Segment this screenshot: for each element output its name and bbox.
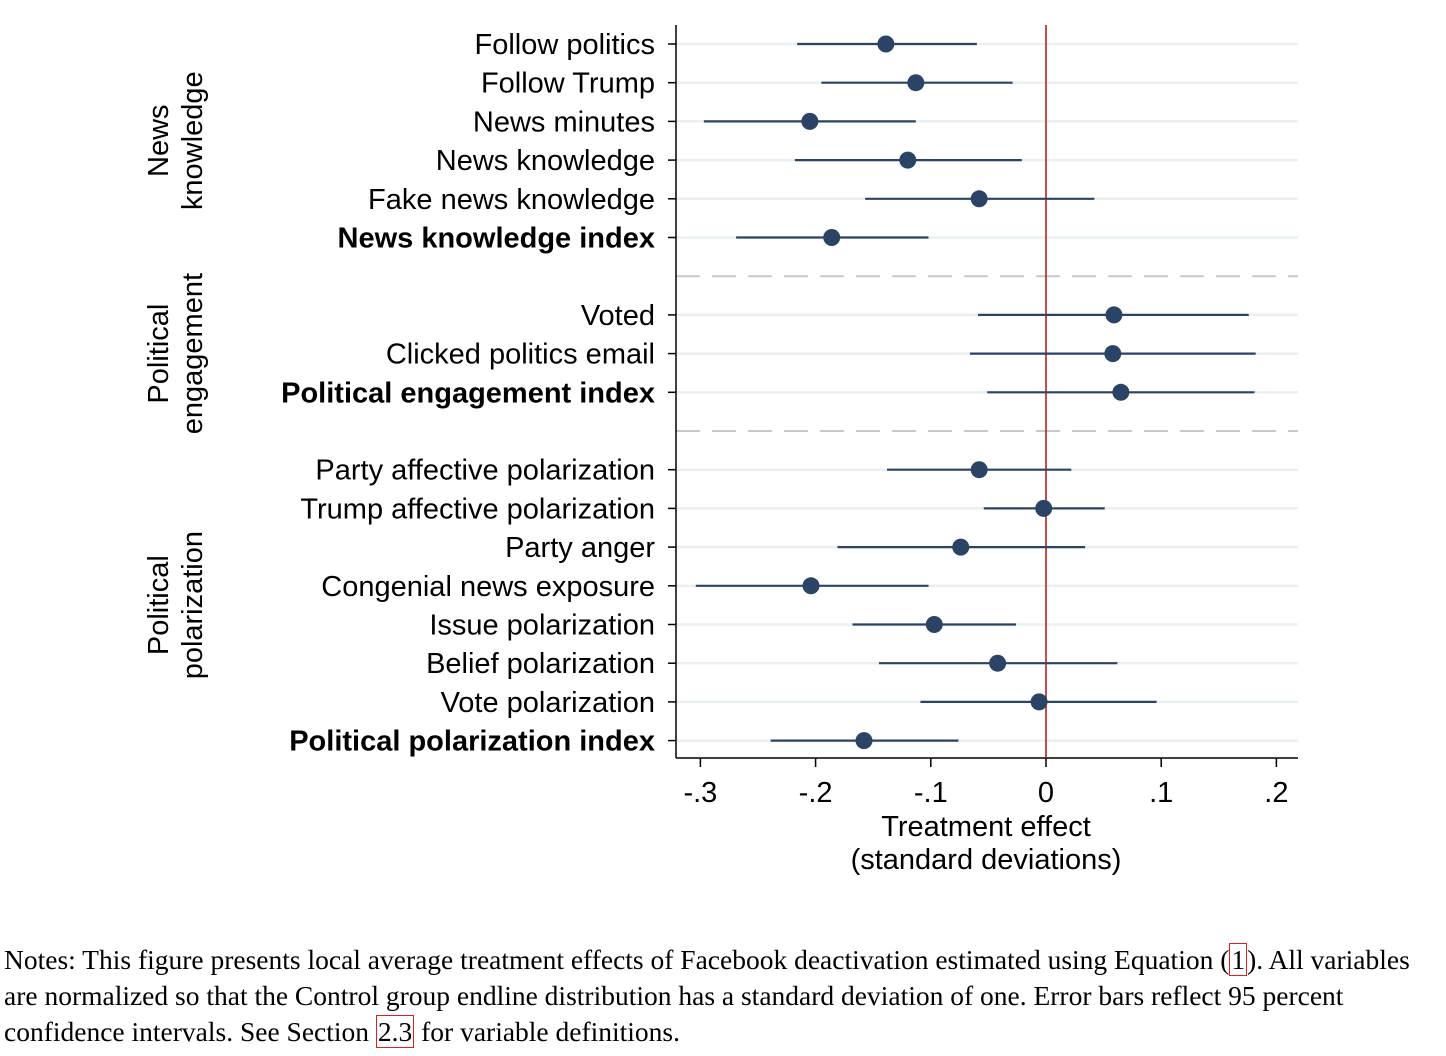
axes	[668, 25, 1298, 759]
row-label: Party anger	[505, 532, 655, 564]
x-axis-title-line: Treatment effect	[881, 811, 1091, 843]
row-label: Belief polarization	[426, 648, 655, 680]
point-estimate	[823, 229, 841, 246]
group-label-line: knowledge	[177, 71, 209, 210]
point-estimate	[877, 35, 895, 53]
x-axis-title: Treatment effect(standard deviations)	[851, 811, 1122, 876]
x-tick-label: -.1	[914, 777, 948, 809]
point-estimate	[855, 732, 873, 750]
notes-text-2: ). All variables are normalized so that …	[4, 944, 1410, 1047]
x-tick-label: .1	[1149, 777, 1173, 809]
point-estimate	[1112, 383, 1130, 401]
row-label: Clicked politics email	[386, 339, 655, 371]
section-reference-link[interactable]: 2.3	[375, 1015, 415, 1048]
x-ticks: -.3 -.2 -.1 0 .1 .2	[683, 758, 1288, 809]
point-estimate	[907, 74, 925, 92]
point-estimate	[1105, 306, 1123, 324]
point-estimate	[1035, 499, 1053, 517]
figure-notes: Notes: This figure presents local averag…	[4, 942, 1440, 1050]
point-estimate	[1104, 345, 1122, 363]
x-tick-label: .2	[1264, 777, 1288, 809]
equation-reference-link[interactable]: 1	[1229, 943, 1248, 976]
row-label: Issue polarization	[429, 610, 655, 642]
row-label: Political polarization index	[289, 726, 655, 758]
x-tick-label: 0	[1038, 777, 1054, 809]
row-label: Political engagement index	[281, 377, 655, 409]
row-label: Fake news knowledge	[368, 184, 655, 216]
point-estimate	[970, 461, 988, 479]
group-label-line: Political	[143, 304, 175, 404]
group-separators	[676, 275, 1298, 432]
row-label: News knowledge	[436, 145, 655, 177]
point-estimate	[989, 654, 1007, 672]
notes-text-3: for variable definitions.	[414, 1016, 681, 1047]
row-label: Follow politics	[475, 29, 656, 61]
group-label: Newsknowledge	[143, 71, 209, 210]
group-label-line: engagement	[177, 273, 209, 434]
x-axis-title-line: (standard deviations)	[851, 844, 1122, 876]
row-labels: Follow politics Follow Trump News minutes N…	[281, 29, 655, 758]
point-estimate	[952, 538, 970, 556]
x-tick-label: -.2	[799, 777, 833, 809]
estimates	[695, 35, 1256, 750]
group-label: Politicalpolarization	[143, 531, 209, 679]
point-estimate	[1030, 693, 1048, 711]
point-estimate	[899, 151, 917, 169]
notes-text-1: Notes: This figure presents local averag…	[4, 944, 1230, 975]
row-label: Party affective polarization	[315, 455, 655, 487]
point-estimate	[802, 577, 820, 595]
point-estimate	[925, 616, 943, 633]
x-tick-label: -.3	[683, 777, 717, 809]
row-label: Congenial news exposure	[321, 571, 655, 603]
group-label-line: Political	[143, 555, 175, 655]
row-label: News knowledge index	[338, 223, 655, 255]
group-label-line: News	[143, 104, 175, 177]
group-label: Politicalengagement	[143, 273, 209, 434]
coefficient-plot: Follow politics Follow Trump News minutes N…	[143, 25, 1298, 876]
point-estimate	[970, 190, 988, 208]
row-label: Follow Trump	[481, 68, 655, 100]
group-labels: NewsknowledgePoliticalengagementPolitica…	[143, 71, 209, 679]
row-label: News minutes	[473, 106, 655, 138]
row-label: Vote polarization	[441, 687, 655, 719]
row-label: Voted	[581, 300, 655, 332]
group-label-line: polarization	[177, 531, 209, 679]
point-estimate	[801, 112, 819, 130]
row-label: Trump affective polarization	[300, 493, 655, 525]
